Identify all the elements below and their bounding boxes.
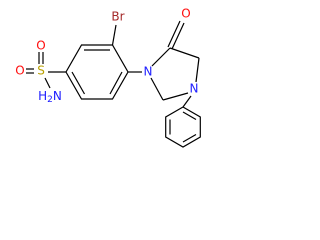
atom-label-part: H — [38, 89, 47, 103]
bond — [150, 77, 164, 101]
benzene-ring — [65, 44, 129, 100]
double-bond — [182, 111, 197, 121]
molecule-diagram: Br O O O S H2N N N — [15, 7, 201, 148]
atom-label: N — [190, 82, 199, 96]
double-bond — [171, 22, 185, 50]
atom-label: S — [37, 64, 45, 78]
bond — [111, 24, 117, 46]
atom-label: O — [36, 39, 45, 53]
double-bond — [167, 20, 181, 48]
atom-label-part: N — [53, 89, 62, 103]
bond — [195, 57, 200, 83]
atom-label: Br — [111, 10, 124, 24]
atom-label: H2N — [38, 89, 62, 105]
bond — [162, 92, 189, 101]
bond — [182, 95, 192, 108]
atom-label: O — [181, 7, 190, 21]
bond — [169, 47, 200, 59]
double-bond — [71, 71, 86, 95]
bonds — [26, 20, 201, 148]
atom-label: O — [15, 64, 24, 78]
bond — [151, 47, 171, 67]
atom-label-part: 2 — [47, 95, 53, 105]
double-bond — [182, 133, 197, 143]
atom-label: N — [144, 65, 153, 79]
double-bond — [109, 71, 123, 95]
phenyl-ring — [165, 106, 201, 148]
bond — [44, 77, 51, 89]
